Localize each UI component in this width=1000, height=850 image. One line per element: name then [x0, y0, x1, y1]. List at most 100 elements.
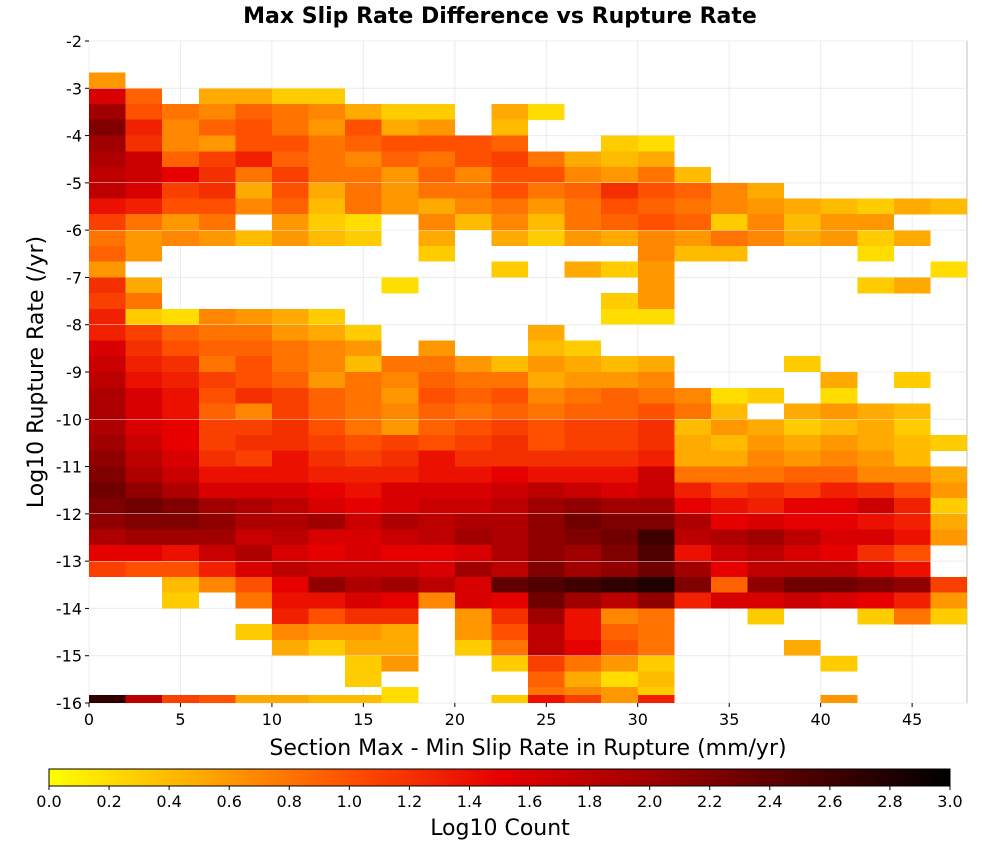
heatmap-cell: [710, 592, 748, 609]
heatmap-cell: [89, 261, 126, 278]
heatmap-cell: [637, 608, 675, 625]
heatmap-cell: [674, 245, 711, 262]
heatmap-cell: [418, 245, 455, 262]
heatmap-cell: [710, 545, 748, 561]
heatmap-cell: [930, 592, 967, 609]
heatmap-cell: [418, 387, 455, 404]
heatmap-cell: [125, 104, 163, 120]
heatmap-cell: [198, 514, 236, 530]
heatmap-cell: [784, 514, 821, 530]
heatmap-cell: [710, 198, 748, 215]
heatmap-cell: [637, 135, 675, 152]
colorbar-tick-label: 1.8: [577, 792, 602, 811]
heatmap-cell: [637, 419, 675, 436]
x-axis-title: Section Max - Min Slip Rate in Rupture (…: [269, 736, 786, 761]
heatmap-cell: [857, 497, 894, 514]
heatmap-cell: [89, 403, 126, 420]
heatmap-cell: [308, 694, 346, 703]
heatmap-cell: [271, 435, 309, 451]
x-tick-label: 30: [628, 710, 648, 729]
heatmap-cell: [235, 372, 272, 388]
heatmap-cell: [271, 624, 309, 640]
heatmap-cell: [637, 545, 675, 561]
heatmap-cell: [637, 694, 675, 703]
heatmap-cell: [820, 214, 858, 230]
colorbar-ticks: 0.0 0.2 0.4 0.6 0.8 1.0 1.2 1.4 1.6 1.8 2.0 2.2 2.4 2…: [36, 786, 963, 811]
heatmap-cell: [345, 639, 382, 656]
heatmap-cell: [857, 214, 894, 230]
heatmap-cell: [674, 387, 711, 404]
heatmap-cell: [454, 514, 492, 530]
heatmap-cell: [345, 104, 382, 120]
heatmap-cell: [381, 561, 419, 578]
heatmap-cell: [125, 387, 163, 404]
heatmap-cell: [198, 694, 236, 703]
heatmap-cell: [564, 230, 602, 247]
heatmap-cell: [89, 387, 126, 404]
heatmap-cell: [637, 230, 675, 247]
heatmap-cell: [528, 230, 565, 247]
heatmap-cell: [125, 372, 163, 388]
heatmap-cell: [418, 340, 455, 357]
heatmap-cell: [235, 624, 272, 640]
heatmap-cell: [271, 529, 309, 546]
heatmap-cell: [162, 119, 199, 136]
heatmap-cell: [857, 514, 894, 530]
heatmap-cell: [857, 230, 894, 247]
heatmap-cell: [491, 576, 528, 593]
heatmap-cell: [491, 608, 528, 625]
heatmap-cell: [710, 482, 748, 499]
heatmap-cell: [637, 387, 675, 404]
heatmap-cell: [601, 694, 638, 703]
heatmap-cell: [674, 450, 711, 467]
heatmap-cell: [528, 608, 565, 625]
heatmap-cell: [820, 497, 858, 514]
heatmap-cell: [454, 403, 492, 420]
heatmap-cell: [454, 466, 492, 483]
heatmap-cell: [893, 403, 931, 420]
y-tick-label: -16: [56, 694, 82, 713]
heatmap-cell: [125, 561, 163, 578]
heatmap-cell: [893, 419, 931, 436]
heatmap-cell: [601, 403, 638, 420]
heatmap-cell: [893, 450, 931, 467]
heatmap-cell: [89, 324, 126, 341]
heatmap-cell: [893, 372, 931, 388]
heatmap-cell: [162, 592, 199, 609]
heatmap-cell: [198, 104, 236, 120]
heatmap-cell: [528, 529, 565, 546]
heatmap-cell: [418, 482, 455, 499]
heatmap-cell: [637, 450, 675, 467]
heatmap-cell: [418, 166, 455, 183]
heatmap-cell: [418, 592, 455, 609]
colorbar-tick-label: 0.8: [277, 792, 302, 811]
heatmap-cell: [454, 545, 492, 561]
heatmap-cell: [747, 608, 785, 625]
heatmap-cell: [857, 545, 894, 561]
heatmap-cell: [601, 214, 638, 230]
y-tick-label: -8: [66, 316, 82, 335]
heatmap-cell: [198, 135, 236, 152]
heatmap-cell: [308, 592, 346, 609]
heatmap-cell: [747, 230, 785, 247]
heatmap-cell: [89, 450, 126, 467]
heatmap-cell: [528, 419, 565, 436]
heatmap-cell: [710, 183, 748, 199]
heatmap-cell: [271, 324, 309, 341]
heatmap-cell: [345, 561, 382, 578]
x-tick-label: 15: [353, 710, 373, 729]
heatmap-cell: [271, 372, 309, 388]
colorbar-tick-label: 1.6: [517, 792, 542, 811]
heatmap-cell: [491, 561, 528, 578]
heatmap-cell: [345, 592, 382, 609]
colorbar-tick-label: 0.4: [156, 792, 181, 811]
heatmap-cell: [198, 119, 236, 136]
heatmap-cell: [345, 230, 382, 247]
colorbar-tick-label: 1.0: [337, 792, 362, 811]
heatmap-cell: [454, 387, 492, 404]
heatmap-cell: [345, 624, 382, 640]
heatmap-cell: [125, 277, 163, 294]
heatmap-cell: [271, 639, 309, 656]
y-tick-label: -4: [66, 127, 82, 146]
heatmap-cell: [857, 529, 894, 546]
